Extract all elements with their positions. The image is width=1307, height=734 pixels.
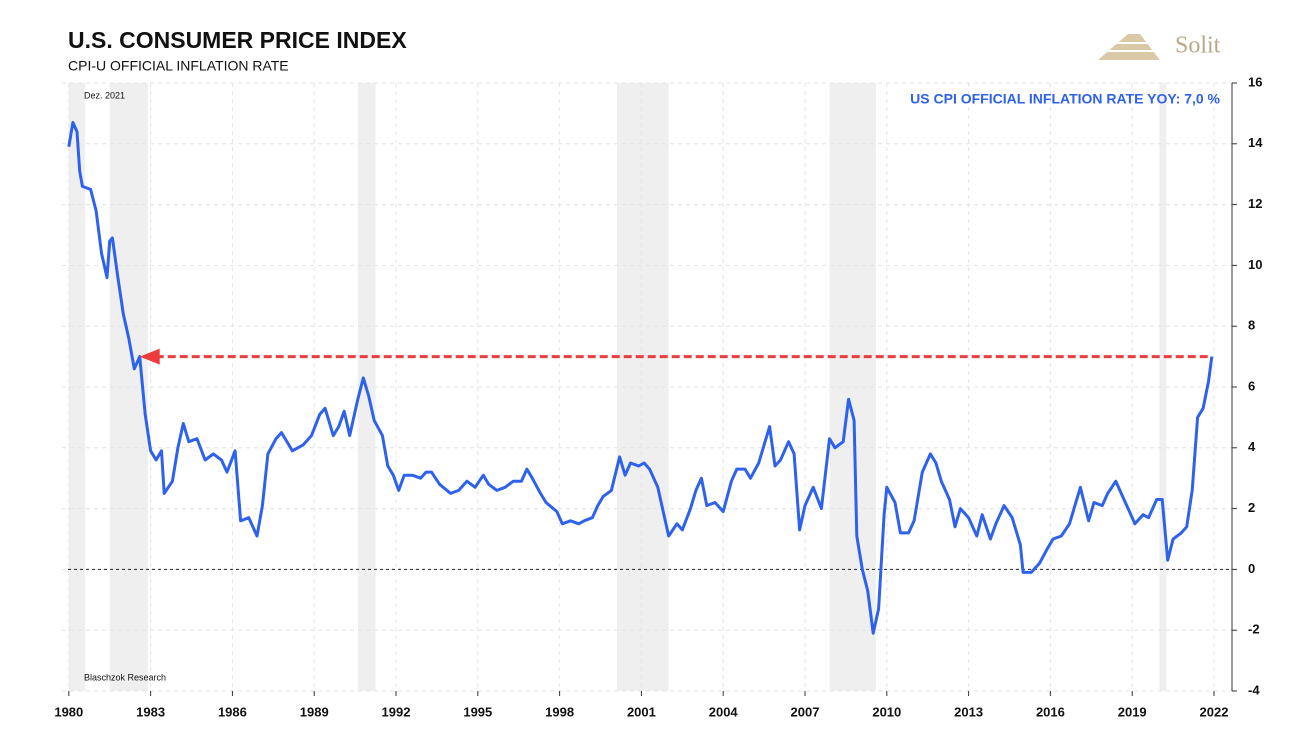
x-tick-label: 2004 <box>709 704 739 719</box>
source: Blaschzok Research <box>84 672 166 682</box>
x-tick-label: 1995 <box>463 704 492 719</box>
x-tick-label: 1992 <box>382 704 411 719</box>
y-tick-label: 2 <box>1248 500 1255 515</box>
x-tick-label: 1980 <box>54 704 83 719</box>
y-tick-label: 12 <box>1248 196 1262 211</box>
recession-band <box>1159 83 1167 691</box>
x-tick-label: 1998 <box>545 704 574 719</box>
y-tick-label: 4 <box>1248 439 1256 454</box>
annotation: US CPI OFFICIAL INFLATION RATE YOY: 7,0 … <box>910 91 1220 107</box>
y-tick-label: 16 <box>1248 74 1262 89</box>
y-tick-label: 10 <box>1248 257 1262 272</box>
y-tick-label: 8 <box>1248 318 1255 333</box>
logo: Solit <box>1098 33 1221 60</box>
reference-arrow-head <box>139 348 160 365</box>
date-note: Dez. 2021 <box>84 90 125 100</box>
recession-band <box>68 83 86 691</box>
x-tick-label: 1989 <box>300 704 329 719</box>
x-tick-label: 2016 <box>1036 704 1065 719</box>
data-line <box>67 121 1214 635</box>
x-tick-label: 1983 <box>136 704 165 719</box>
chart-title: U.S. CONSUMER PRICE INDEX <box>68 27 407 53</box>
x-tick-label: 2001 <box>627 704 656 719</box>
x-tick-label: 1986 <box>218 704 247 719</box>
y-tick-label: -4 <box>1248 682 1260 697</box>
y-tick-label: -2 <box>1248 622 1260 637</box>
x-tick-label: 2019 <box>1118 704 1147 719</box>
x-tick-label: 2022 <box>1200 704 1229 719</box>
y-tick-label: 14 <box>1248 135 1263 150</box>
x-tick-label: 2010 <box>872 704 901 719</box>
chart-subtitle: CPI-U OFFICIAL INFLATION RATE <box>68 58 289 74</box>
x-tick-label: 2007 <box>791 704 820 719</box>
x-tick-label: 2013 <box>954 704 983 719</box>
y-tick-label: 0 <box>1248 561 1255 576</box>
brand: Solit <box>1175 33 1221 59</box>
plot-area: -4 -2 0 2 4 6 8 10 12 14 16 1980 1983 1986 1989 1992 199… <box>54 74 1263 719</box>
y-tick-label: 6 <box>1248 378 1255 393</box>
